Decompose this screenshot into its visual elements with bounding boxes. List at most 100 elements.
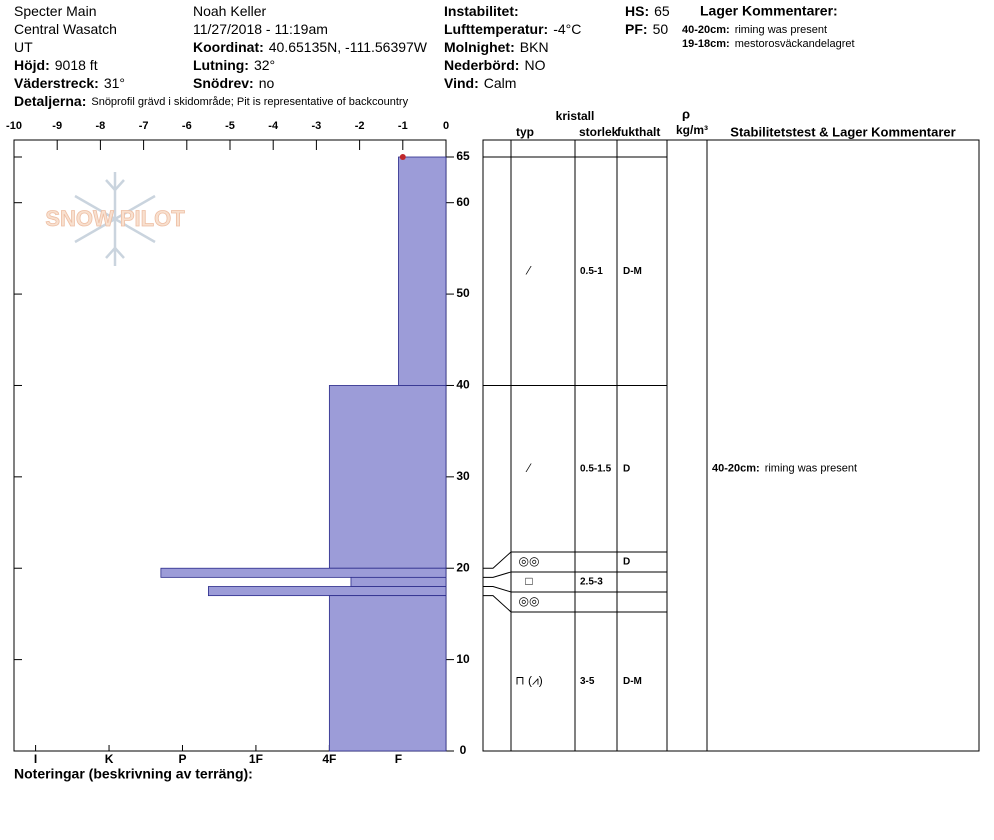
field: 40-20cm: riming was present <box>682 24 827 36</box>
y-tick-label: 50 <box>456 286 470 300</box>
header-comments: Stabilitetstest & Lager Kommentarer <box>730 124 955 139</box>
table-columns <box>510 140 708 751</box>
y-tick-label: 40 <box>456 378 470 392</box>
logo: SNOW PILOT <box>45 172 186 266</box>
x-tick-label: -6 <box>182 120 192 132</box>
field-value: 65 <box>654 3 670 19</box>
field-value: Noah Keller <box>193 3 266 19</box>
field-value: riming was present <box>735 24 827 36</box>
field: Central Wasatch <box>14 21 117 37</box>
grain-type: ◎◎ <box>519 594 540 608</box>
layer-connector <box>483 586 667 593</box>
field: Specter Main <box>14 3 96 19</box>
table-frame <box>482 139 980 752</box>
hardness-tick-label: I <box>34 752 37 766</box>
field-value: 32° <box>254 57 275 73</box>
moisture: D <box>623 557 630 568</box>
grain-size: 3-5 <box>580 676 595 687</box>
x-tick-label: -1 <box>398 120 408 132</box>
x-tick-label: -8 <box>96 120 106 132</box>
y-tick-label: 30 <box>456 469 470 483</box>
field: Snödrev: no <box>193 75 274 91</box>
field-label: HS: <box>625 3 649 19</box>
hardness-bar <box>160 567 447 578</box>
field-label: Väderstreck: <box>14 75 99 91</box>
hardness-bar <box>328 595 447 752</box>
y-tick-label: 20 <box>456 560 470 574</box>
moisture: D-M <box>623 266 642 277</box>
x-tick-label: -7 <box>139 120 149 132</box>
field: Vind: Calm <box>444 75 516 91</box>
y-tick-label: 60 <box>456 195 470 209</box>
field-value: NO <box>524 57 545 73</box>
field-label: 40-20cm: <box>682 24 730 36</box>
x-tick-label: 0 <box>443 120 449 132</box>
field-label: Snödrev: <box>193 75 254 91</box>
field: Lutning: 32° <box>193 57 275 73</box>
field-value: UT <box>14 39 33 55</box>
field-label: PF: <box>625 21 648 37</box>
field: Väderstreck: 31° <box>14 75 125 91</box>
field: Instabilitet: <box>444 3 519 19</box>
x-tick-label: -10 <box>6 120 22 132</box>
field: PF: 50 <box>625 21 668 37</box>
grain-type: ⊓ (⩘) <box>515 674 542 688</box>
field: HS: 65 <box>625 3 670 19</box>
field-value: Central Wasatch <box>14 21 117 37</box>
field-value: no <box>259 75 275 91</box>
field-label: Molnighet: <box>444 39 515 55</box>
hardness-tick-label: 4F <box>322 752 336 766</box>
hardness-tick-label: K <box>105 752 114 766</box>
grain-type: ◎◎ <box>519 554 540 568</box>
field-label: Detaljerna: <box>14 93 86 109</box>
layer-connector <box>483 571 667 578</box>
y-tick-label: 10 <box>456 652 470 666</box>
x-tick-label: -2 <box>355 120 365 132</box>
moisture: D-M <box>623 676 642 687</box>
field-value: riming was present <box>765 463 857 475</box>
field-value: mestorosväckandelagret <box>735 38 855 50</box>
field-label: Lufttemperatur: <box>444 21 548 37</box>
field: 40-20cm: riming was present <box>712 463 857 475</box>
moisture: D <box>623 463 630 474</box>
field-value: 40.65135N, -111.56397W <box>269 39 428 55</box>
field-label: Lutning: <box>193 57 249 73</box>
hardness-tick-label: F <box>395 752 402 766</box>
field-value: 31° <box>104 75 125 91</box>
field: Detaljerna: Snöprofil grävd i skidområde;… <box>14 93 409 109</box>
logo-text: SNOW PILOT <box>45 206 185 231</box>
hardness-bar <box>350 576 447 587</box>
x-tick-label: -3 <box>312 120 322 132</box>
hardness-tick-label: 1F <box>249 752 263 766</box>
header-type: typ <box>516 125 534 139</box>
grain-type: ⁄ <box>525 263 532 277</box>
y-tick-label: 65 <box>456 149 470 163</box>
notes: Noteringar (beskrivning av terräng): <box>14 766 253 782</box>
layer-connector <box>483 595 667 613</box>
layer-comments-title: Lager Kommentarer: <box>700 3 838 19</box>
field-label: Höjd: <box>14 57 50 73</box>
field: Koordinat: 40.65135N, -111.56397W <box>193 39 428 55</box>
layer-connector <box>483 551 667 569</box>
field-value: Specter Main <box>14 3 96 19</box>
field: 11/27/2018 - 11:19am <box>193 21 328 37</box>
x-tick-label: -9 <box>52 120 62 132</box>
grain-type: ⁄ <box>525 461 532 475</box>
snowflake <box>74 172 156 266</box>
field-value: -4°C <box>553 21 581 37</box>
header-moisture: fukthalt <box>617 125 660 139</box>
y-tick-label: 0 <box>460 743 467 757</box>
field-value: 50 <box>653 21 669 37</box>
field-value: Calm <box>484 75 517 91</box>
field-label: Vind: <box>444 75 479 91</box>
field: Molnighet: BKN <box>444 39 549 55</box>
hardness-bar <box>328 385 447 569</box>
field-label: Instabilitet: <box>444 3 519 19</box>
hardness-bar <box>398 156 447 386</box>
x-tick-label: -5 <box>225 120 235 132</box>
field-value: Snöprofil grävd i skidområde; Pit is rep… <box>91 96 408 108</box>
header-size: storlek <box>579 125 619 139</box>
field: Höjd: 9018 ft <box>14 57 98 73</box>
x-tick-label: -4 <box>268 120 279 132</box>
